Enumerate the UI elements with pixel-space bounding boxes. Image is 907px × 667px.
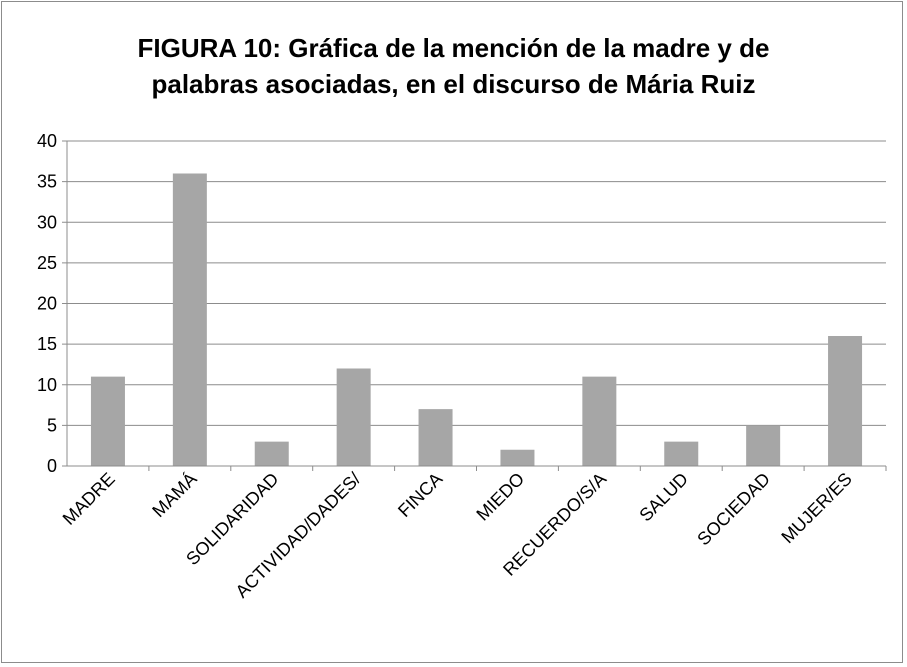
y-tick-label: 0 — [47, 456, 57, 476]
y-tick-label: 10 — [37, 375, 57, 395]
bar — [664, 441, 699, 466]
y-tick-label: 40 — [37, 131, 57, 151]
x-tick-label: FINCA — [394, 469, 446, 521]
x-tick-label: MADRE — [59, 469, 119, 529]
bar — [500, 449, 535, 466]
x-tick-label: MAMÁ — [148, 469, 200, 521]
x-tick-label: SOCIEDAD — [693, 469, 774, 550]
y-tick-label: 20 — [37, 294, 57, 314]
bar — [828, 336, 863, 466]
y-tick-label: 5 — [47, 415, 57, 435]
x-tick-label: SALUD — [635, 469, 692, 526]
bar — [254, 441, 289, 466]
y-tick-label: 35 — [37, 172, 57, 192]
chart-title: FIGURA 10: Gráfica de la mención de la m… — [137, 33, 770, 99]
bar — [582, 376, 617, 466]
bar — [90, 376, 125, 466]
bar — [418, 409, 453, 466]
x-tick-label: MIEDO — [472, 469, 528, 525]
bar — [336, 368, 371, 466]
y-tick-label: 15 — [37, 334, 57, 354]
y-tick-label: 25 — [37, 253, 57, 273]
bar — [746, 425, 781, 466]
x-tick-label: MUJER/ES — [777, 469, 855, 547]
y-tick-label: 30 — [37, 212, 57, 232]
bar — [172, 173, 207, 466]
